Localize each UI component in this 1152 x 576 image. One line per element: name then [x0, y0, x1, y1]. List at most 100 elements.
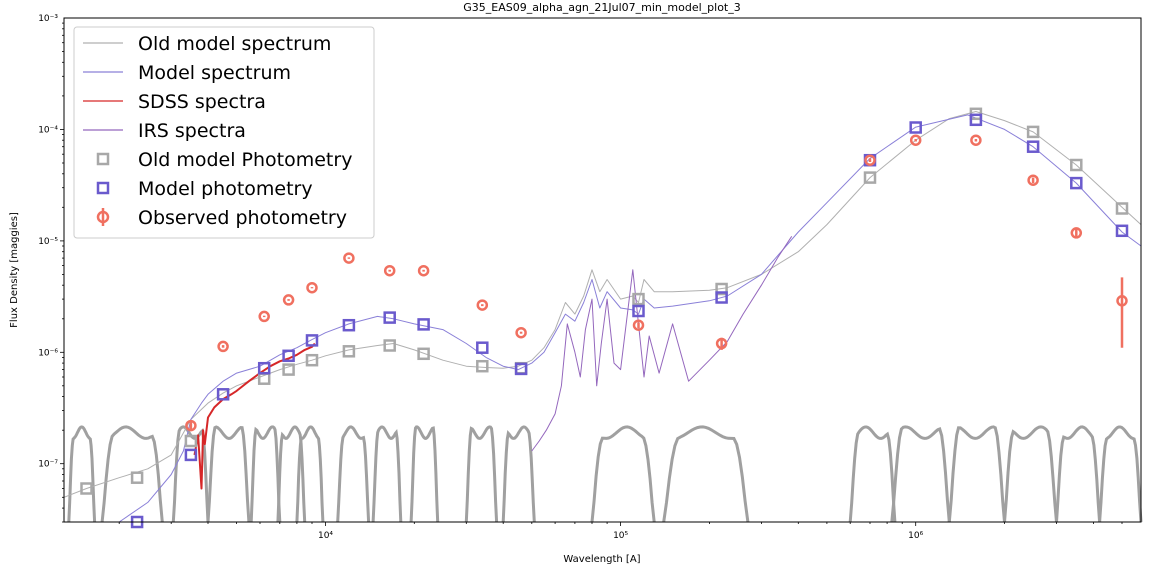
data-series	[63, 111, 1142, 523]
observed-point	[343, 252, 355, 264]
photometry-square	[282, 349, 295, 363]
legend-entry: SDSS spectra	[83, 91, 266, 113]
photometry-square	[257, 361, 271, 375]
photometry-square	[383, 339, 396, 352]
legend-box	[73, 26, 375, 239]
photometry-square	[863, 171, 877, 184]
filter-curve	[1003, 425, 1058, 523]
y-tick-label: 10⁻⁷	[38, 460, 58, 470]
observed-point	[515, 326, 527, 339]
legend-square-marker	[96, 152, 110, 166]
legend-entry: Observed photometry	[96, 207, 347, 229]
x-axis: 10⁴ 10⁵ 10⁶	[118, 522, 1123, 541]
photometry-square	[282, 363, 295, 376]
observed-point	[258, 310, 270, 323]
photometry-square	[476, 359, 489, 373]
legend-label: SDSS spectra	[138, 91, 266, 113]
observed-point	[1070, 227, 1083, 239]
photometry-square	[80, 482, 93, 495]
photometry-square	[305, 334, 319, 347]
plot-frame	[63, 17, 1142, 523]
filter-curves	[67, 425, 1143, 523]
filter-curve	[336, 425, 371, 523]
filter-curve	[890, 425, 951, 523]
filter-curve	[464, 425, 499, 523]
x-tick-label: 10⁶	[908, 531, 923, 541]
photometry-points	[80, 107, 1129, 529]
filter-curve	[295, 425, 325, 523]
filter-curve	[371, 425, 403, 523]
filter-curve	[67, 425, 97, 523]
photometry-square	[1026, 125, 1040, 139]
photometry-square	[130, 471, 144, 484]
legend-label: Old model spectrum	[138, 33, 331, 55]
observed-point	[417, 264, 430, 277]
observed-point	[970, 134, 982, 146]
photometry-square	[969, 113, 983, 127]
photometry-square	[342, 318, 356, 332]
y-axis: 10⁻⁷ 10⁻⁶ 10⁻⁵ 10⁻⁴ 10⁻³	[38, 14, 64, 523]
photometry-square	[1070, 158, 1083, 172]
legend-entry: Model photometry	[96, 178, 313, 200]
filter-curve	[1098, 425, 1143, 523]
photometry-square	[417, 318, 430, 331]
filter-curve	[409, 425, 440, 523]
observed-point	[476, 299, 489, 311]
y-tick-label: 10⁻³	[38, 14, 58, 24]
y-tick-label: 10⁻⁵	[38, 237, 58, 247]
observed-point	[1027, 174, 1039, 186]
series-line-model-spectrum	[118, 114, 1142, 523]
photometry-square	[632, 292, 645, 306]
x-tick-label: 10⁵	[613, 531, 628, 541]
y-tick-label: 10⁻⁶	[38, 348, 58, 358]
observed-point	[306, 281, 318, 294]
filter-curve	[249, 425, 282, 523]
photometry-square	[342, 345, 356, 358]
filter-curve	[662, 425, 750, 523]
legend-label: IRS spectra	[138, 120, 246, 142]
photometry-square	[909, 121, 922, 134]
observed-point	[217, 340, 229, 353]
photometry-square	[216, 388, 230, 401]
x-axis-label: Wavelength [A]	[563, 554, 640, 565]
x-tick-label: 10⁴	[318, 531, 333, 541]
observed-point	[632, 319, 645, 331]
observed-point	[282, 294, 295, 306]
filter-curve	[501, 425, 536, 523]
legend-entry: Old model spectrum	[83, 33, 331, 55]
photometry-square	[417, 347, 430, 361]
filter-curve	[276, 425, 307, 523]
photometry-square	[184, 448, 198, 462]
legend-entry: Model spectrum	[83, 62, 291, 84]
legend: Old model spectrum Model spectrum SDSS spe…	[73, 26, 375, 239]
filter-curve	[100, 425, 164, 523]
observed-point	[909, 134, 922, 146]
filter-curve	[947, 425, 1006, 523]
photometry-square	[476, 341, 489, 354]
legend-label: Model spectrum	[138, 62, 291, 84]
filter-curve	[1055, 425, 1102, 523]
photometry-square	[184, 434, 198, 448]
legend-entry: Old model Photometry	[96, 149, 352, 171]
photometry-square	[383, 311, 396, 324]
series-line-sdss-spectra	[193, 342, 316, 490]
legend-circle-marker	[96, 210, 110, 224]
observed-point	[1116, 295, 1128, 307]
filter-curve	[848, 425, 897, 523]
y-axis-label: Flux Density [maggies]	[9, 212, 20, 328]
filter-curve	[206, 425, 251, 523]
photometry-square	[305, 353, 319, 367]
observed-point	[185, 419, 197, 432]
photometry-square	[715, 291, 728, 304]
y-tick-label: 10⁻⁴	[38, 125, 58, 135]
legend-label: Old model Photometry	[138, 149, 352, 171]
photometry-square	[632, 304, 645, 318]
observed-point	[715, 337, 728, 350]
legend-label: Observed photometry	[138, 207, 347, 229]
legend-entry: IRS spectra	[83, 120, 246, 142]
photometry-square	[715, 282, 728, 296]
photometry-square	[1115, 224, 1129, 238]
observed-point	[864, 154, 876, 166]
photometry-square	[1115, 202, 1129, 215]
